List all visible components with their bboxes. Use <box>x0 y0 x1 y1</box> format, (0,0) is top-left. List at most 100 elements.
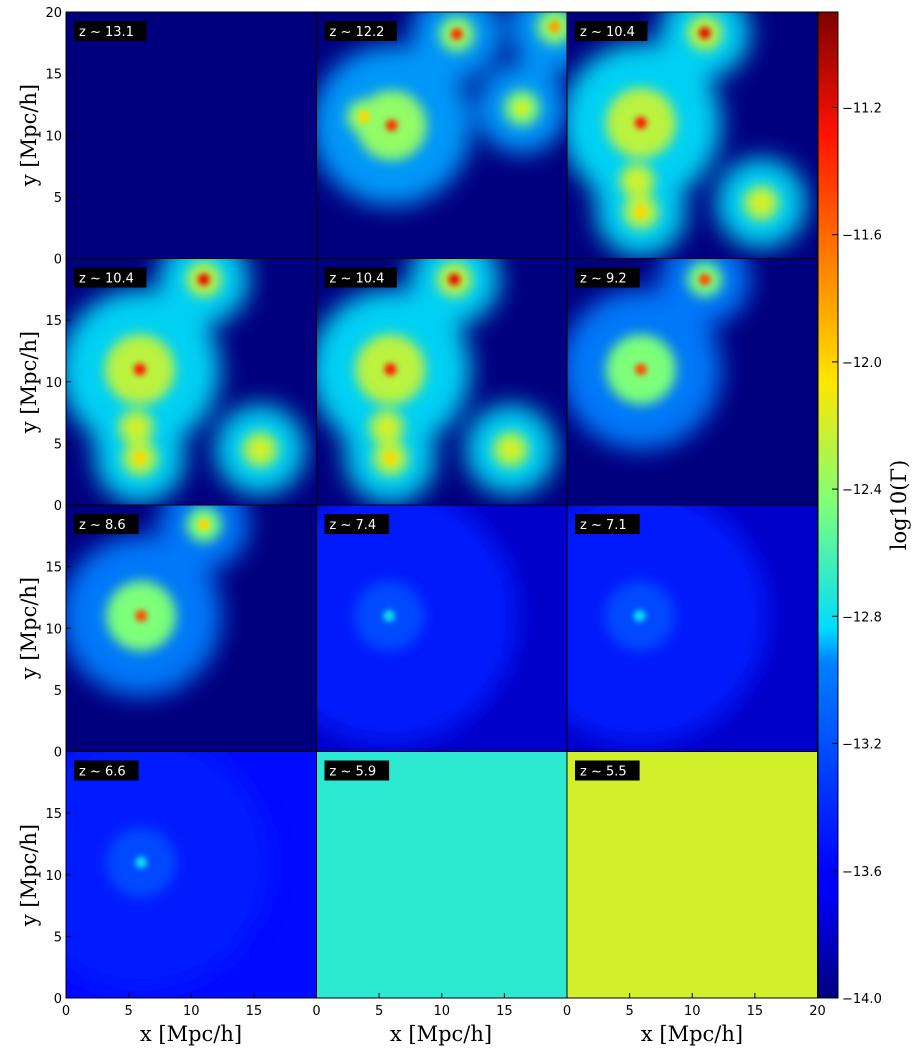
y-tick-label: 10 <box>45 622 62 637</box>
y-tick-label: 0 <box>54 746 62 761</box>
halo-peak <box>380 421 393 434</box>
panel-12: z ~ 5.5 <box>566 751 818 999</box>
halo-peak <box>135 609 148 622</box>
halo-peaks <box>633 609 646 622</box>
panel-label-box <box>575 760 640 781</box>
panel-label-box <box>324 760 390 781</box>
halo-peaks <box>631 26 768 218</box>
halo-peak <box>254 443 267 456</box>
panel-label: z ~ 7.1 <box>575 514 640 534</box>
y-tick-label: 5 <box>54 437 62 452</box>
y-tick-label: 10 <box>45 869 62 884</box>
y-axis-label-row-3: y [Mpc/h] <box>17 577 41 680</box>
halo-peak <box>358 110 371 123</box>
halo-peak <box>133 363 146 376</box>
y-tick-label: 5 <box>54 191 62 206</box>
colorbar-tick-label: −11.2 <box>842 101 882 116</box>
y-tick-label: 15 <box>45 314 62 329</box>
panel-label-text: z ~ 7.1 <box>580 518 627 533</box>
x-axis-label-col-3: x [Mpc/h] <box>641 1022 743 1046</box>
x-tick-label: 0 <box>563 1004 571 1019</box>
halo-peak <box>135 856 148 869</box>
panel-label: z ~ 6.6 <box>74 760 139 781</box>
y-axis-label-row-2: y [Mpc/h] <box>17 331 41 434</box>
halo-peak <box>450 28 463 41</box>
panel-label-text: z ~ 13.1 <box>79 25 134 40</box>
halo-peaks <box>135 856 148 869</box>
y-axis-label-row-4: y [Mpc/h] <box>17 824 41 927</box>
halo-peak <box>385 119 398 132</box>
halo-peak <box>448 273 461 286</box>
colorbar: −11.2 −11.6 −12.0 −12.4 −12.8 −13.2 −13.6 −14.0… <box>817 11 911 1007</box>
x-tick-label: 15 <box>496 1004 513 1019</box>
panel-label-box <box>324 514 390 534</box>
panel-grid: z ~ 13.1 z ~ 12.2 z ~ 10.4 z ~ 10.4 z ~ 10.4… <box>65 11 818 999</box>
halo-peaks <box>358 20 561 132</box>
x-tick-label: 10 <box>684 1004 701 1019</box>
colorbar-tick-label: −14.0 <box>842 992 882 1007</box>
panel-7: z ~ 8.6 <box>65 504 317 752</box>
halo-peak <box>197 273 210 286</box>
halo-peak <box>631 174 644 187</box>
panel-label: z ~ 12.2 <box>324 21 397 41</box>
panel-label: z ~ 7.4 <box>324 514 390 534</box>
x-tick-label: 0 <box>312 1004 320 1019</box>
y-tick-label: 5 <box>54 684 62 699</box>
panel-label-box <box>324 21 397 41</box>
x-tick-label: 5 <box>375 1004 383 1019</box>
halo-peak <box>383 609 396 622</box>
halo-peaks <box>130 273 267 465</box>
y-tick-label: 5 <box>54 930 62 945</box>
halo-peak <box>384 363 397 376</box>
x-axis-label-col-1: x [Mpc/h] <box>140 1022 242 1046</box>
x-tick-label: 20 <box>809 1004 826 1019</box>
panel-2: z ~ 12.2 <box>316 11 568 259</box>
colorbar-tick-label: −13.6 <box>842 865 882 880</box>
panel-label-text: z ~ 6.6 <box>79 765 126 780</box>
halo-peaks <box>634 273 711 376</box>
panel-label: z ~ 10.4 <box>575 21 648 41</box>
halo-peak <box>384 452 397 465</box>
panel-label: z ~ 10.4 <box>324 267 397 288</box>
axes: 0 5 10 15 0 5 10 15 0 5 10 15 20 0 5 10 15 20 0 5 10 15 0 5 10 15… <box>45 6 825 1019</box>
panel-label-box <box>74 514 139 534</box>
panel-label: z ~ 10.4 <box>74 267 147 288</box>
y-tick-label: 0 <box>54 499 62 514</box>
panel-5: z ~ 10.4 <box>316 258 568 506</box>
x-tick-label: 0 <box>62 1004 70 1019</box>
panel-label-text: z ~ 10.4 <box>580 25 635 40</box>
x-tick-label: 5 <box>625 1004 633 1019</box>
y-tick-label: 0 <box>54 253 62 268</box>
x-tick-label: 10 <box>183 1004 200 1019</box>
panel-label-text: z ~ 8.6 <box>79 518 126 533</box>
halo-peaks <box>383 609 396 622</box>
panel-4: z ~ 10.4 <box>65 258 317 506</box>
y-tick-label: 10 <box>45 376 62 391</box>
colorbar-tick-label: −12.4 <box>842 483 882 498</box>
halo-peak <box>130 421 143 434</box>
panel-8: z ~ 7.4 <box>316 504 568 752</box>
halo-peak <box>634 363 647 376</box>
panel-label-box <box>324 267 397 288</box>
halo-peak <box>698 273 711 286</box>
panel-3: z ~ 10.4 <box>566 11 818 259</box>
panel-background <box>567 751 818 998</box>
panel-label-text: z ~ 9.2 <box>580 272 627 287</box>
panel-label-text: z ~ 10.4 <box>330 272 385 287</box>
x-tick-label: 5 <box>124 1004 132 1019</box>
colorbar-tick-label: −12.8 <box>842 610 882 625</box>
halo-peaks <box>135 518 210 622</box>
halo-peak <box>515 102 528 115</box>
panel-11: z ~ 5.9 <box>316 751 568 999</box>
halo-peak <box>634 116 647 129</box>
colorbar-label: log10(Γ) <box>887 460 911 550</box>
panel-label-text: z ~ 5.9 <box>330 765 377 780</box>
panel-label-box <box>575 267 640 288</box>
panel-background <box>316 751 567 998</box>
panel-label: z ~ 5.9 <box>324 760 390 781</box>
y-tick-label: 15 <box>45 561 62 576</box>
panel-1: z ~ 13.1 <box>65 11 317 259</box>
colorbar-ticks: −11.2 −11.6 −12.0 −12.4 −12.8 −13.2 −13.6 −14.0 <box>832 101 882 1007</box>
y-axis-label-row-1: y [Mpc/h] <box>17 84 41 187</box>
halo-peak <box>698 26 711 39</box>
